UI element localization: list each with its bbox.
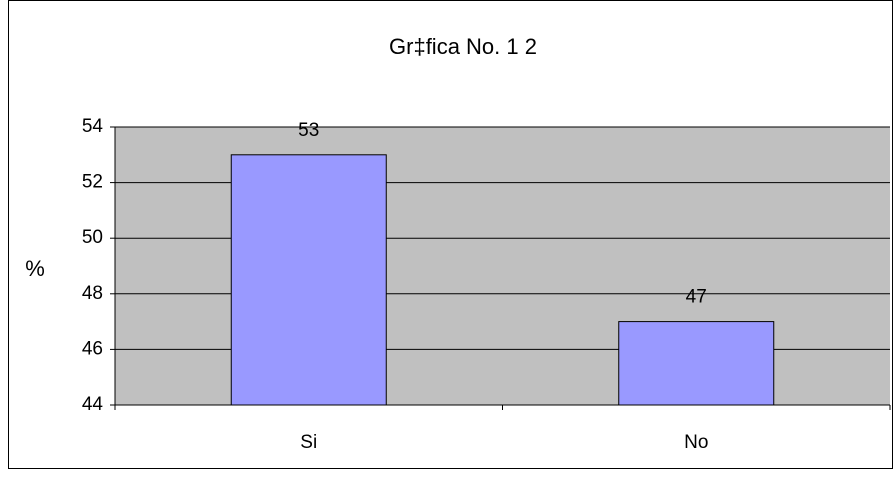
bar <box>230 154 387 406</box>
y-tick-label: 54 <box>82 116 104 137</box>
y-tick-label: 46 <box>82 338 103 359</box>
y-tick-label: 50 <box>82 227 103 248</box>
x-tick-label: No <box>684 432 708 453</box>
y-axis-label: % <box>25 256 45 281</box>
data-label: 47 <box>686 287 707 308</box>
data-label: 53 <box>298 120 319 141</box>
chart-title: Gr‡fica No. 1 2 <box>389 34 537 59</box>
y-tick-label: 52 <box>82 172 103 193</box>
y-tick-label: 48 <box>82 283 103 304</box>
x-tick-label: Si <box>300 432 317 453</box>
bar <box>618 321 775 406</box>
y-tick-label: 44 <box>82 394 104 415</box>
